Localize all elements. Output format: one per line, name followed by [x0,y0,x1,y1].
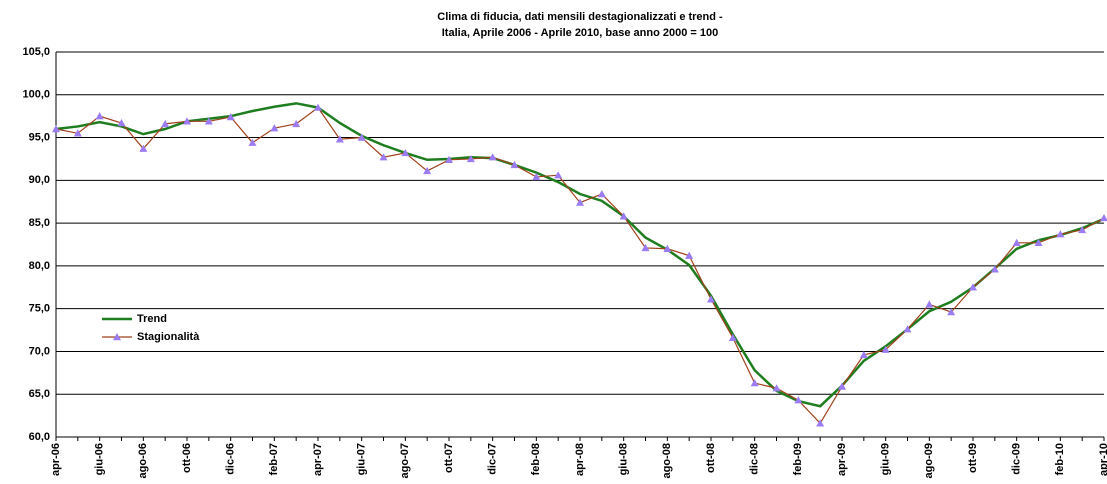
x-tick-label: ago-09 [923,443,935,478]
data-marker [728,333,737,341]
chart-title: Italia, Aprile 2006 - Aprile 2010, base … [442,27,718,39]
data-marker [161,119,170,128]
data-marker [990,265,999,273]
x-tick-label: dic-06 [225,443,237,475]
y-tick-label: 95,0 [29,131,50,143]
data-marker [314,103,322,111]
series-line [55,102,1105,408]
data-marker [139,144,148,152]
chart-title: Clima di fiducia, dati mensili destagion… [437,11,723,23]
data-marker [423,166,432,175]
data-marker [379,153,388,161]
data-marker [270,124,279,132]
data-marker [641,243,650,252]
y-tick-label: 90,0 [29,174,50,186]
data-marker [685,251,694,259]
data-marker [1056,230,1065,238]
x-tick-label: ott-07 [443,443,455,473]
x-tick-label: giu-07 [356,443,368,475]
x-tick-label: ott-09 [967,443,979,473]
y-tick-label: 105,0 [22,46,50,58]
y-tick-label: 85,0 [29,217,50,229]
data-marker [52,125,60,133]
y-tick-label: 75,0 [29,303,50,315]
legend-label: Trend [137,313,167,325]
data-marker [903,325,912,333]
legend-marker [113,333,121,341]
data-marker [707,295,715,303]
x-tick-label: feb-10 [1054,443,1066,475]
data-marker [838,382,846,390]
data-marker [576,198,584,206]
y-tick-label: 100,0 [22,89,50,101]
y-tick-label: 70,0 [29,345,50,357]
data-marker [226,113,235,121]
data-marker [335,135,344,143]
x-tick-label: dic-09 [1011,443,1023,475]
x-tick-label: apr-06 [50,443,62,476]
data-marker [204,117,213,125]
x-tick-label: giu-08 [618,443,630,475]
data-marker [445,155,453,163]
data-marker [619,212,628,220]
data-marker [248,138,257,146]
x-tick-label: ott-06 [181,443,193,473]
data-marker [357,133,366,141]
data-marker [510,160,519,169]
data-marker [663,244,672,252]
data-marker [554,171,563,179]
data-marker [925,300,934,308]
data-marker [947,308,956,316]
data-marker [1078,225,1087,234]
x-tick-label: ago-06 [137,443,149,478]
data-marker [117,119,126,127]
y-tick-label: 80,0 [29,260,50,272]
x-tick-label: ago-08 [661,443,673,478]
data-marker [183,117,191,125]
x-tick-label: apr-07 [312,443,324,476]
x-tick-label: giu-09 [880,443,892,475]
x-tick-label: dic-08 [749,443,761,475]
x-tick-label: feb-07 [268,443,280,475]
x-tick-label: ott-08 [705,443,717,473]
x-tick-label: ago-07 [399,443,411,478]
data-marker [881,345,890,353]
data-marker [488,153,497,161]
x-tick-label: feb-09 [792,443,804,475]
data-marker [73,129,82,137]
data-marker [859,350,868,359]
x-tick-label: giu-06 [94,443,106,475]
legend-label: Stagionalità [137,331,200,343]
data-marker [1100,213,1107,222]
data-marker [95,112,104,120]
data-marker [772,384,781,392]
data-marker [816,419,825,427]
data-marker [750,379,759,387]
x-tick-label: apr-09 [836,443,848,476]
y-tick-label: 65,0 [29,388,50,400]
data-marker [466,154,475,163]
data-marker [292,119,301,128]
data-marker [1034,238,1043,246]
data-marker [794,396,803,404]
x-tick-label: apr-10 [1098,443,1107,476]
data-marker [597,190,606,198]
data-marker [532,172,541,181]
y-tick-label: 60,0 [29,431,50,443]
x-tick-label: apr-08 [574,443,586,476]
data-marker [969,283,977,291]
x-tick-label: feb-08 [530,443,542,475]
x-tick-label: dic-07 [487,443,499,475]
data-marker [401,148,410,157]
data-marker [1012,238,1021,246]
